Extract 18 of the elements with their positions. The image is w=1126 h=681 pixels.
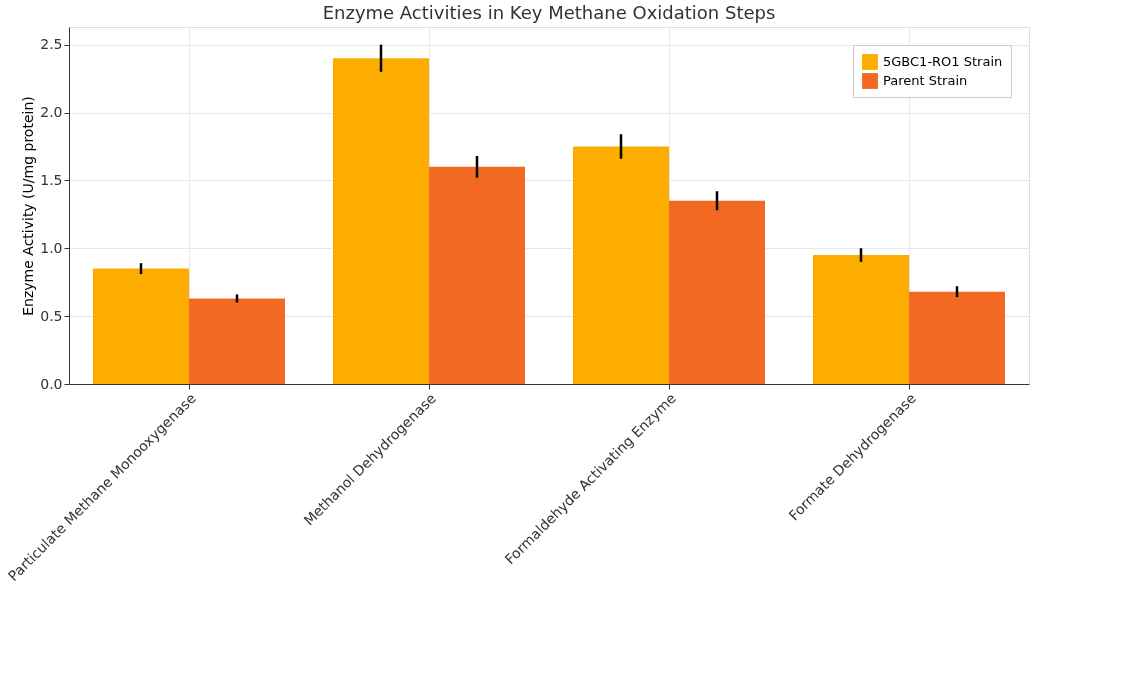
y-tick-label: 0.0 [40, 375, 63, 392]
bar [429, 166, 525, 384]
bar [813, 255, 909, 384]
y-tick-label: 0.5 [40, 307, 63, 324]
legend-label: 5GBC1-RO1 Strain [883, 54, 1003, 69]
legend-label: Parent Strain [883, 73, 968, 88]
bar [669, 200, 765, 384]
y-axis-title: Enzyme Activity (U/mg protein) [20, 96, 37, 316]
bar [333, 58, 429, 384]
bar [189, 298, 285, 384]
bar [573, 146, 669, 384]
y-tick-label: 2.0 [40, 104, 63, 121]
chart-title: Enzyme Activities in Key Methane Oxidation Steps [322, 2, 776, 23]
y-tick-label: 2.5 [40, 36, 63, 53]
bar [93, 268, 189, 384]
y-tick-label: 1.0 [40, 239, 63, 256]
bar [909, 291, 1005, 384]
y-tick-label: 1.5 [40, 171, 63, 188]
